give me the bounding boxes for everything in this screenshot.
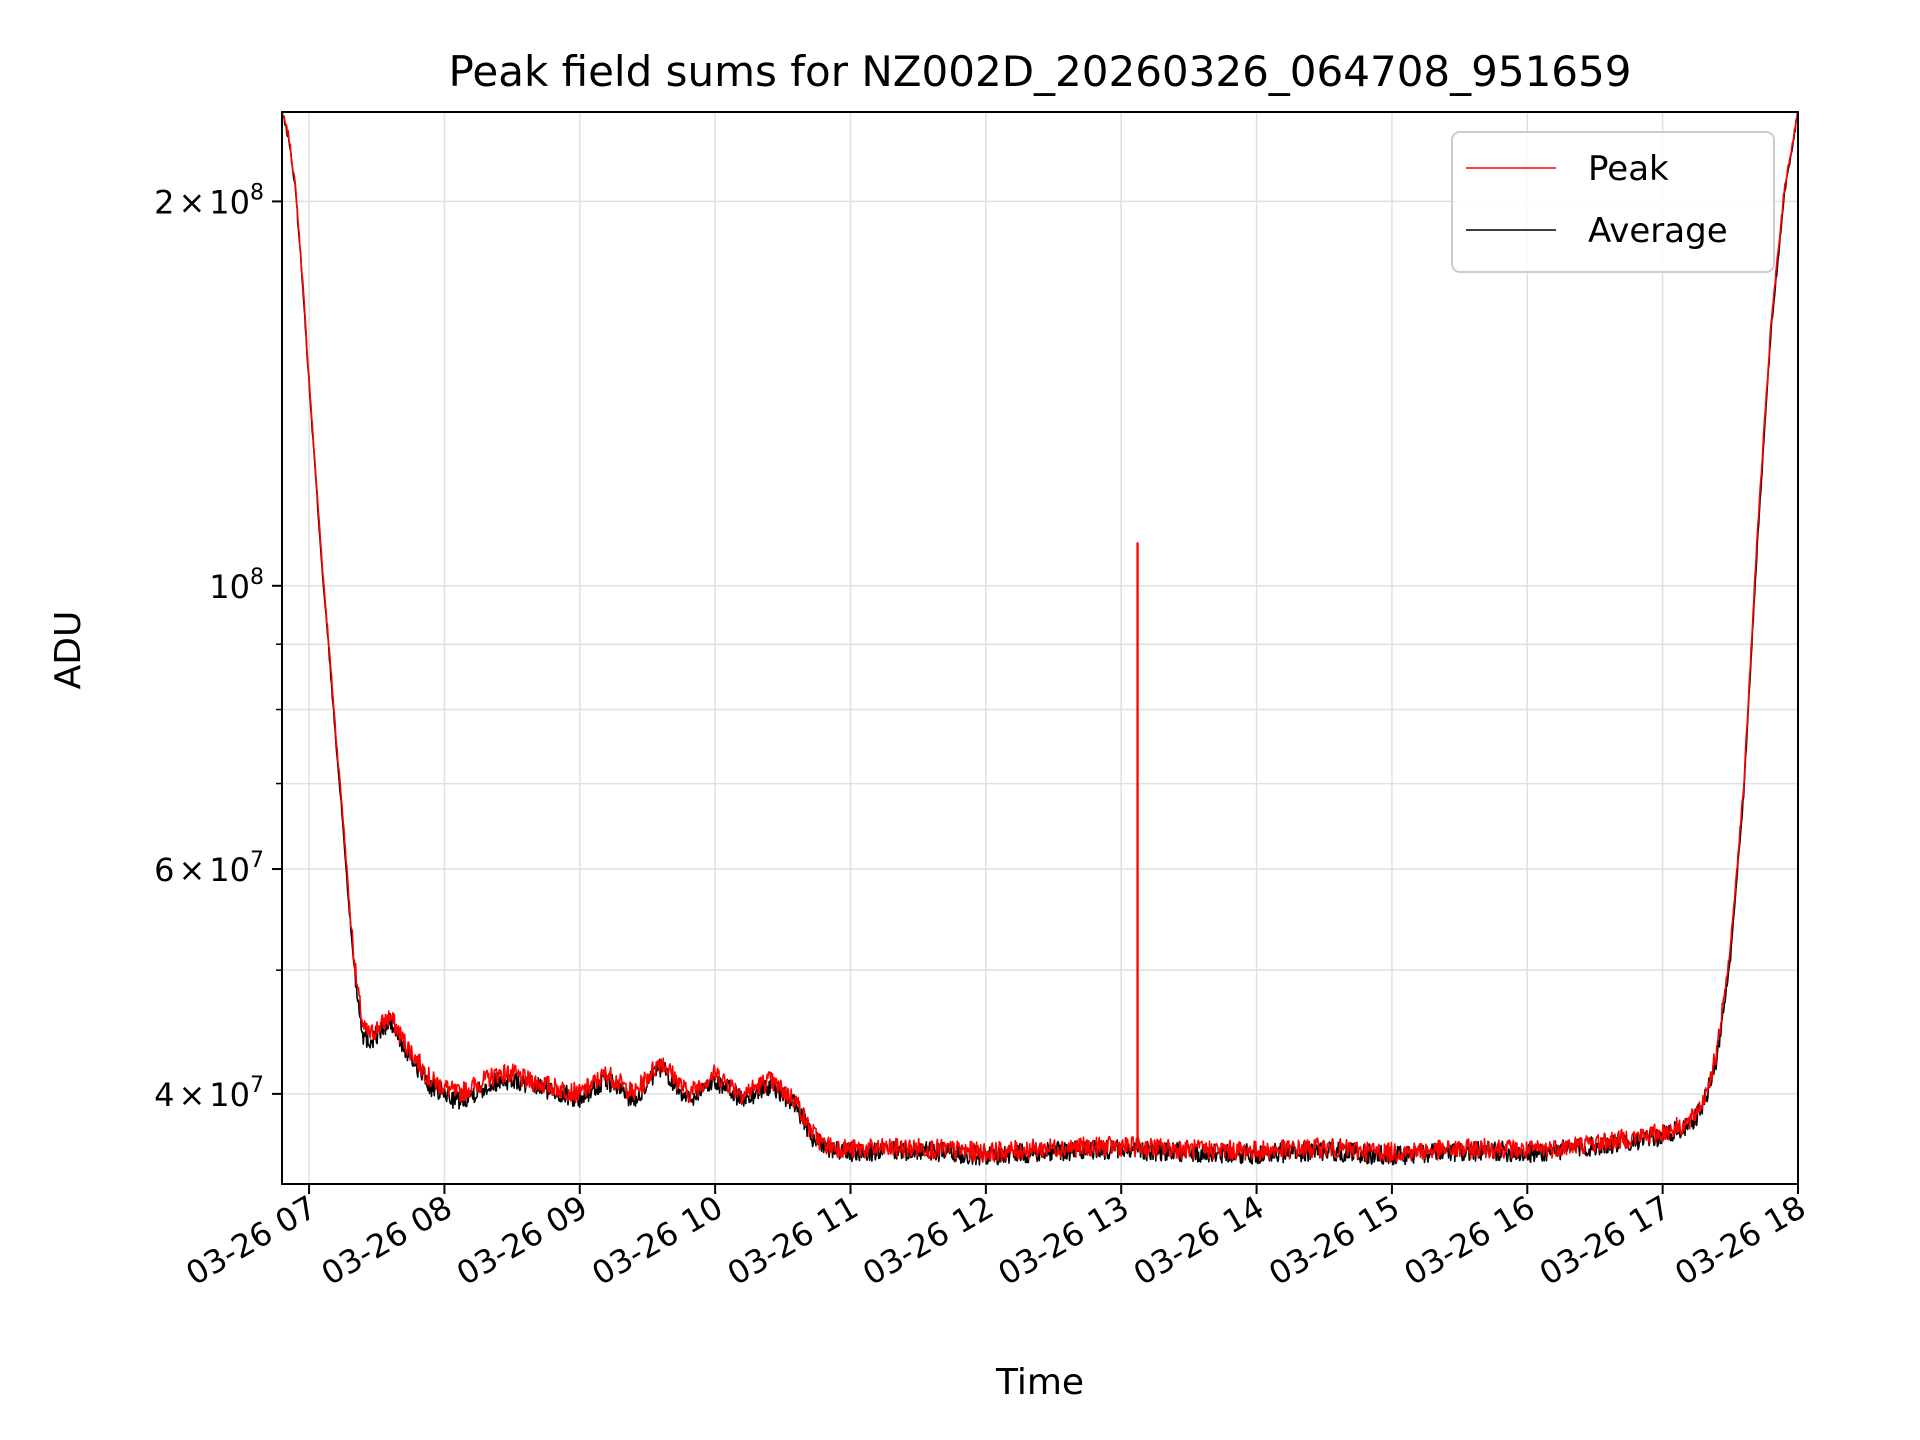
- chart-title: Peak field sums for NZ002D_20260326_0647…: [449, 47, 1632, 96]
- series-line-peak: [281, 111, 1799, 1163]
- y-tick-mantissa: 2: [154, 183, 174, 221]
- plot-frame: [281, 111, 1799, 1185]
- y-tick-mantissa: 6: [154, 851, 174, 889]
- y-tick-exponent: 8: [250, 565, 264, 590]
- y-tick-label: 6 × 107: [154, 848, 264, 889]
- legend-box: [1451, 131, 1775, 273]
- y-tick-exponent: 7: [250, 1073, 264, 1098]
- y-tick-label: 2 × 108: [154, 180, 264, 221]
- legend-label-peak: Peak: [1588, 149, 1669, 189]
- legend: Peak Average: [1451, 131, 1775, 273]
- y-tick-exponent: 8: [250, 180, 264, 205]
- x-axis-label: Time: [995, 1362, 1084, 1403]
- y-axis: 4 × 107 6 × 107 108 2 × 108: [154, 180, 282, 1114]
- y-tick-mantissa: 4: [154, 1076, 174, 1114]
- y-axis-label: ADU: [48, 611, 89, 690]
- y-tick-label: 108: [209, 565, 264, 606]
- y-tick-label: 4 × 107: [154, 1073, 264, 1114]
- y-tick-exponent: 7: [250, 848, 264, 873]
- legend-label-average: Average: [1588, 211, 1728, 251]
- series-layer: [281, 111, 1799, 1166]
